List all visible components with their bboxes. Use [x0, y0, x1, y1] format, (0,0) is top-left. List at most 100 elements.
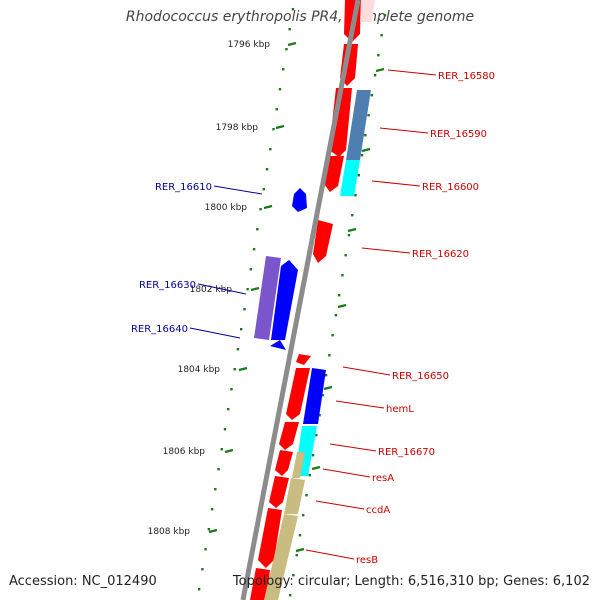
reverse-cds-feature — [270, 340, 286, 350]
genome-backbone — [240, 0, 361, 600]
tick-dot — [197, 588, 201, 591]
rrna-feature — [340, 160, 360, 196]
tick-dot — [295, 554, 298, 557]
kbp-label: 1800 kbp — [205, 203, 248, 213]
other-feature — [264, 514, 298, 600]
leader-line — [329, 443, 377, 452]
tick-dot — [214, 488, 217, 491]
tick-dot — [239, 328, 243, 331]
tick-dot — [223, 428, 227, 431]
gene-label-ccda: ccdA — [366, 505, 390, 516]
tick-dot — [285, 48, 288, 51]
major-tick — [347, 227, 357, 233]
cds-feature — [275, 450, 293, 476]
tick-dot — [259, 208, 262, 211]
label-leaders — [189, 69, 437, 560]
leader-line — [315, 500, 365, 510]
gene-label-rer-16600: RER_16600 — [422, 182, 479, 193]
tick-dot — [278, 88, 282, 91]
tick-dot — [256, 228, 259, 231]
tick-dot — [331, 334, 334, 337]
major-tick — [375, 67, 385, 73]
cds-feature — [360, 0, 375, 22]
purple-feature — [254, 256, 281, 340]
gene-features — [250, 0, 375, 600]
tick-dot — [377, 54, 380, 57]
leader-line — [387, 69, 437, 76]
kbp-scale: 1796 kbp 1798 kbp 1800 kbp 1802 kbp 1804 kbp… — [148, 40, 297, 537]
reverse-cds-feature — [292, 188, 307, 212]
accession-label: Accession: NC_012490 — [9, 574, 157, 589]
kbp-tick — [224, 448, 234, 454]
tick-dot — [383, 14, 387, 17]
gene-label-rer-16580: RER_16580 — [438, 71, 495, 82]
tick-dot — [291, 8, 295, 11]
tick-dot — [298, 534, 302, 537]
other-feature — [284, 478, 305, 514]
cds-feature — [269, 476, 289, 508]
tick-dot — [249, 268, 253, 271]
tick-dot — [288, 594, 292, 597]
kbp-label: 1802 kbp — [190, 285, 233, 295]
cds-feature — [258, 508, 282, 568]
tick-dot — [217, 468, 220, 471]
cds-feature — [329, 88, 352, 157]
tick-dot — [373, 74, 377, 77]
tick-dot — [318, 414, 321, 417]
major-tick — [311, 465, 321, 471]
leader-line — [335, 400, 385, 409]
gene-label-rer-16620: RER_16620 — [412, 249, 469, 260]
tick-dot — [204, 548, 207, 551]
cds-feature — [324, 156, 344, 192]
tick-dot — [354, 194, 357, 197]
tick-dot — [292, 574, 295, 577]
leader-line — [305, 549, 355, 560]
kbp-label: 1796 kbp — [228, 40, 271, 50]
tick-dot — [230, 388, 233, 391]
steelblue-feature — [346, 90, 371, 160]
tick-dot — [315, 434, 318, 437]
tick-dot — [265, 168, 269, 171]
kbp-label: 1806 kbp — [163, 447, 206, 457]
tick-dot — [334, 314, 338, 317]
kbp-tick — [250, 286, 260, 292]
topology-label: Topology: circular; Length: 6,516,310 bp… — [232, 574, 590, 589]
cds-feature — [279, 422, 299, 450]
tick-dot — [272, 128, 275, 131]
tick-dot — [201, 568, 204, 571]
tick-dot — [233, 368, 236, 371]
tick-dot — [262, 188, 266, 191]
cds-feature — [286, 368, 310, 420]
tick-dot — [236, 348, 240, 351]
tick-dot — [324, 374, 328, 377]
gene-label-rer-16670: RER_16670 — [378, 447, 435, 458]
reverse-cds-feature — [271, 260, 298, 340]
tick-dot — [328, 354, 331, 357]
gene-labels: RER_16580 RER_16590 RER_16600 RER_16620 RER_… — [131, 71, 495, 566]
kbp-tick — [208, 528, 218, 534]
tick-dot — [347, 234, 351, 237]
leader-line — [189, 327, 241, 339]
tick-dot — [337, 294, 341, 297]
leader-line — [213, 185, 263, 195]
outer-tick-marks — [288, 14, 387, 597]
tick-dot — [370, 94, 374, 97]
tick-dot — [321, 394, 325, 397]
cds-feature — [296, 354, 311, 365]
kbp-tick — [263, 204, 273, 210]
gene-label-resb: resB — [356, 555, 378, 566]
major-tick — [361, 147, 371, 153]
tick-dot — [308, 474, 311, 477]
tick-dot — [302, 514, 305, 517]
kbp-tick — [238, 366, 248, 372]
tick-dot — [357, 174, 360, 177]
kbp-tick — [287, 41, 297, 47]
tick-dot — [288, 28, 291, 31]
major-tick — [337, 303, 347, 309]
leader-line — [322, 468, 371, 478]
cds-feature — [313, 220, 333, 263]
gene-label-rer-16630: RER_16630 — [139, 280, 196, 291]
cds-feature — [250, 568, 270, 600]
kbp-label: 1804 kbp — [178, 365, 221, 375]
